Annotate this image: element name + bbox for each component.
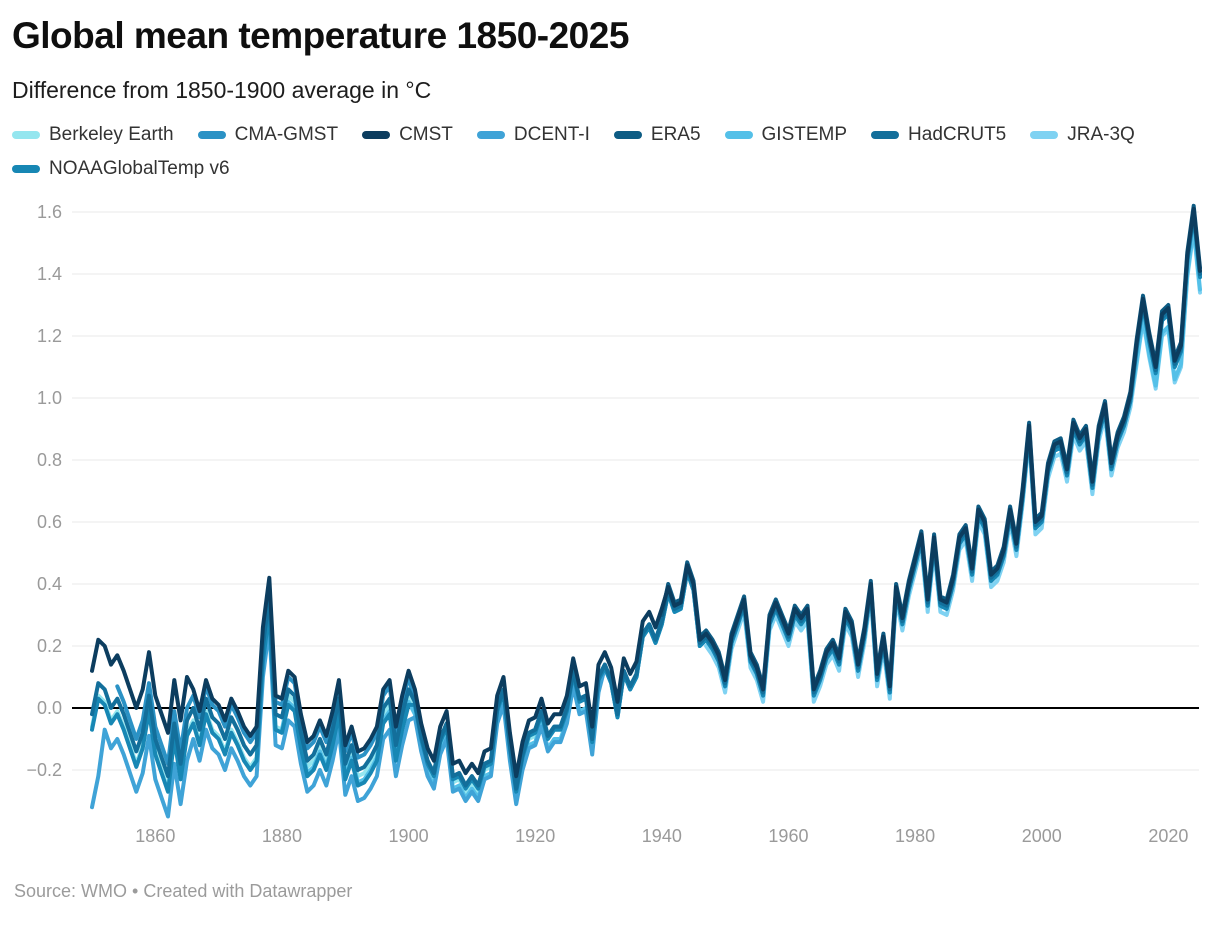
y-tick-label: 0.2	[37, 636, 62, 656]
x-tick-label: 1920	[515, 826, 555, 846]
y-tick-label: 1.0	[37, 388, 62, 408]
legend-label: ERA5	[650, 123, 701, 145]
y-tick-label: 0.8	[37, 450, 62, 470]
legend-label: JRA-3Q	[1067, 123, 1135, 145]
legend-swatch-icon	[613, 130, 642, 139]
y-tick-label: 0.0	[37, 698, 62, 718]
legend-swatch-icon	[197, 130, 226, 139]
y-tick-label: 1.6	[37, 202, 62, 222]
chart-title: Global mean temperature 1850-2025	[12, 15, 629, 56]
legend-item-cma-gmst: CMA-GMST	[197, 123, 339, 146]
legend-label: DCENT-I	[513, 123, 590, 145]
series-line-cmst	[90, 206, 1202, 778]
y-tick-label: 0.6	[37, 512, 62, 532]
legend-label: CMST	[399, 123, 453, 145]
legend: Berkeley Earth CMA-GMST CMST DCENT-I ERA5 GIS…	[12, 124, 1206, 180]
x-tick-label: 1900	[389, 826, 429, 846]
legend-swatch-icon	[871, 130, 900, 139]
legend-item-berkeley-earth: Berkeley Earth	[12, 124, 174, 146]
legend-swatch-icon	[1030, 130, 1059, 139]
y-tick-label: 1.4	[37, 264, 62, 284]
legend-item-hadcrut5: HadCRUT5	[871, 124, 1006, 146]
legend-swatch-icon	[12, 130, 40, 139]
x-tick-label: 2020	[1148, 826, 1188, 846]
legend-item-jra-3q: JRA-3Q	[1030, 124, 1135, 146]
temperature-line-chart: 1.6 1.4 1.2 1.0 0.8 0.6 0.4 0.2 0.0 −0.2 1860 1880 1…	[26, 202, 1202, 846]
legend-swatch-icon	[362, 130, 391, 139]
legend-label: NOAAGlobalTemp v6	[49, 157, 230, 179]
chart-subtitle: Difference from 1850-1900 average in °C	[12, 76, 432, 103]
x-tick-label: 1860	[135, 826, 175, 846]
legend-label: CMA-GMST	[234, 123, 339, 145]
legend-label: Berkeley Earth	[49, 123, 174, 145]
y-tick-label: 1.2	[37, 326, 62, 346]
legend-item-noaaglobaltemp-v6: NOAAGlobalTemp v6	[12, 158, 230, 180]
legend-item-cmst: CMST	[362, 124, 453, 146]
y-tick-label: −0.2	[26, 760, 62, 780]
series-line-jra-3q	[704, 228, 1202, 704]
legend-item-dcent-i: DCENT-I	[476, 123, 590, 146]
x-tick-label: 1960	[768, 826, 808, 846]
series-line-cma-gmst	[115, 209, 1202, 791]
x-tick-label: 1940	[642, 826, 682, 846]
legend-label: HadCRUT5	[908, 123, 1007, 145]
chart-card: Global mean temperature 1850-2025 Differ…	[0, 15, 1220, 902]
source-line: Source: WMO • Created with Datawrapper	[14, 880, 353, 901]
legend-swatch-icon	[12, 164, 40, 173]
x-tick-label: 1880	[262, 826, 302, 846]
legend-label: GISTEMP	[761, 123, 848, 145]
legend-swatch-icon	[476, 130, 505, 139]
y-tick-label: 0.4	[37, 574, 62, 594]
x-tick-label: 1980	[895, 826, 935, 846]
legend-item-gistemp: GISTEMP	[724, 123, 848, 146]
x-tick-label: 2000	[1022, 826, 1062, 846]
legend-swatch-icon	[724, 130, 753, 139]
legend-item-era5: ERA5	[613, 123, 701, 146]
